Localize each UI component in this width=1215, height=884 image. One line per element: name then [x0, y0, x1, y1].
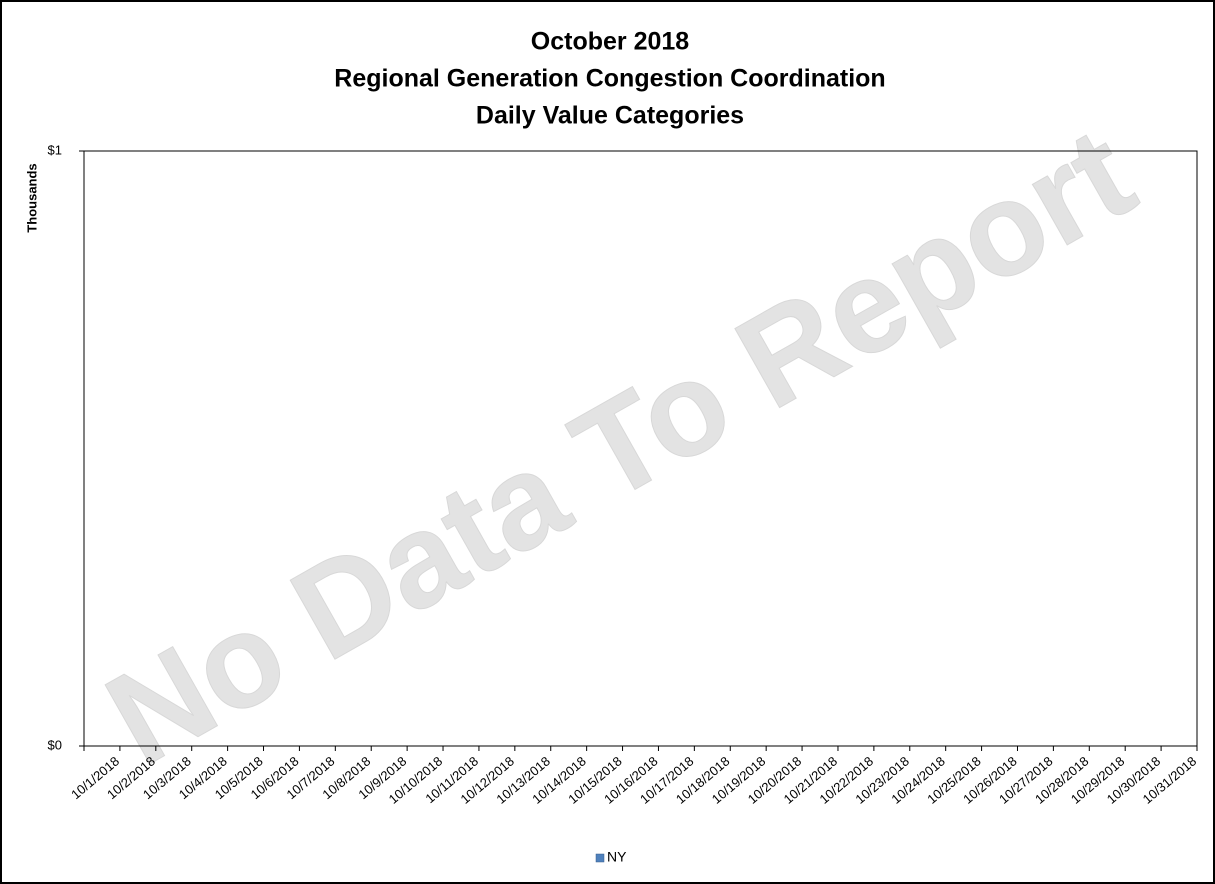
plot-area: [83, 150, 1198, 747]
chart-title: Daily Value Categories: [476, 102, 744, 130]
chart-title: Regional Generation Congestion Coordinat…: [334, 65, 885, 93]
y-tick-label: $1: [48, 142, 62, 157]
y-tick-label: $0: [48, 737, 62, 752]
legend-label: NY: [607, 849, 627, 865]
chart-title: October 2018: [531, 28, 690, 56]
legend-swatch: [595, 853, 605, 863]
y-axis-label: Thousands: [24, 163, 39, 232]
